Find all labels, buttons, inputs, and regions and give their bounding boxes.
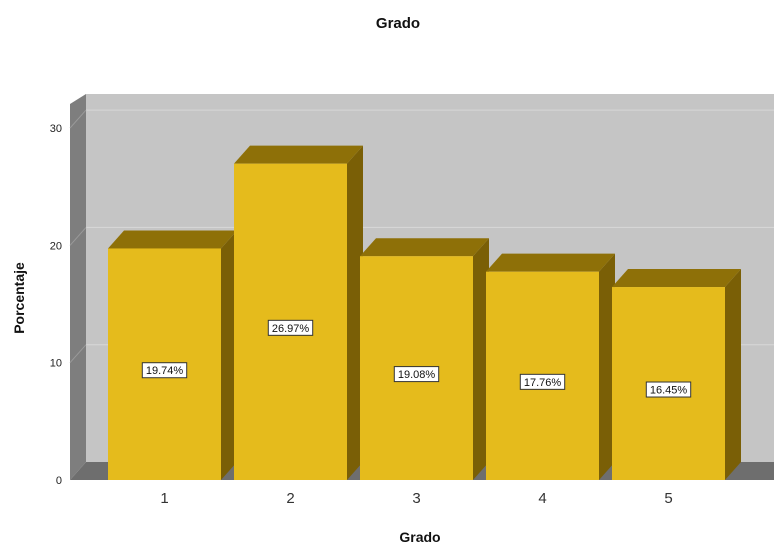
bar: 17.76%	[486, 253, 615, 480]
gridline-side	[69, 109, 87, 129]
bar: 19.08%	[360, 238, 489, 480]
data-label-box	[393, 366, 440, 383]
bar-top	[234, 145, 363, 164]
data-label: 16.45%	[650, 385, 688, 397]
bar-side	[473, 238, 489, 480]
bar: 16.45%	[612, 269, 741, 480]
y-tick-label: 0	[56, 475, 62, 487]
plot-left-wall	[70, 94, 86, 480]
bars: 19.74% 26.97% 19.08% 17.76% 16.45%	[108, 145, 741, 480]
bar-side	[599, 253, 615, 480]
x-axis-ticks: 1 2 3 4 5	[160, 490, 672, 507]
x-tick-label: 5	[664, 490, 672, 507]
data-label-box	[267, 319, 314, 336]
chart-title: Grado	[376, 15, 420, 32]
gridline-side	[69, 344, 87, 364]
bar-side	[725, 269, 741, 480]
data-label-box	[645, 381, 692, 398]
bar: 19.74%	[108, 230, 237, 480]
x-tick-label: 2	[286, 490, 294, 507]
y-tick-label: 10	[50, 358, 62, 370]
data-label-box	[519, 373, 566, 390]
bar-top	[360, 238, 489, 257]
x-tick-label: 4	[538, 490, 546, 507]
x-axis-title: Grado	[399, 529, 440, 544]
data-label-box	[141, 362, 188, 379]
data-label: 26.97%	[272, 323, 310, 335]
y-axis-title: Porcentaje	[11, 262, 27, 334]
bar-side	[347, 145, 363, 480]
x-tick-label: 1	[160, 490, 168, 507]
y-axis-ticks: 0 10 20 30	[50, 123, 62, 487]
bar-side	[221, 230, 237, 480]
y-tick-label: 20	[50, 240, 62, 252]
data-label: 17.76%	[524, 377, 562, 389]
bar-top	[108, 230, 237, 249]
bar-top	[486, 253, 615, 272]
data-label: 19.74%	[146, 365, 184, 377]
y-tick-label: 30	[50, 123, 62, 135]
bar-top	[612, 269, 741, 288]
data-label: 19.08%	[398, 369, 436, 381]
bar: 26.97%	[234, 145, 363, 480]
x-tick-label: 3	[412, 490, 420, 507]
gridline-side	[69, 227, 87, 246]
